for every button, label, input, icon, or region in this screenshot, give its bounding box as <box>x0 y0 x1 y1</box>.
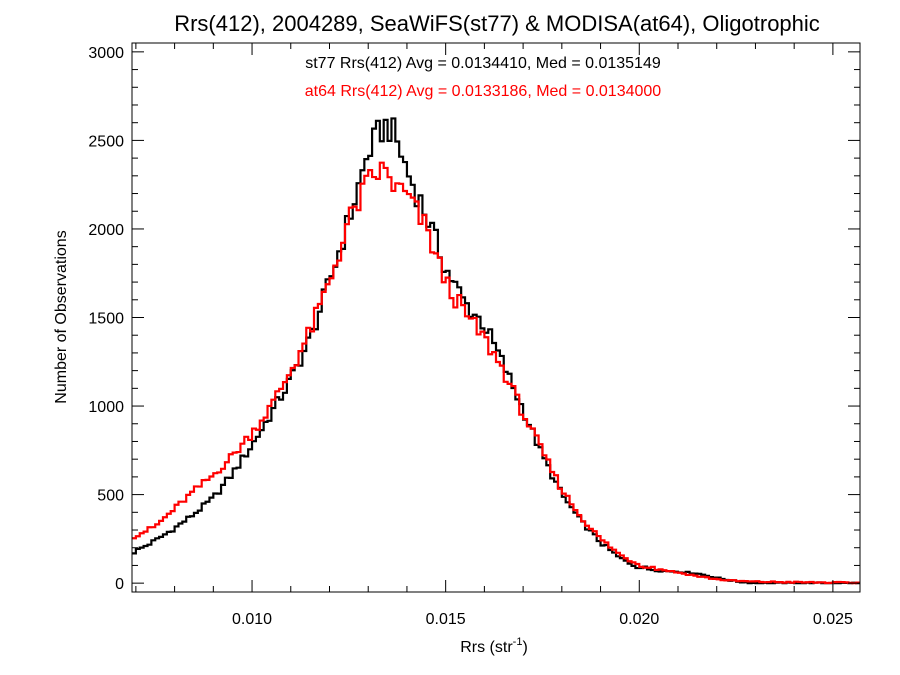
x-tick-label: 0.010 <box>232 611 272 628</box>
x-axis-label: Rrs (str-1) <box>460 636 528 656</box>
x-axis-label-main: Rrs (str <box>460 639 513 656</box>
x-axis-label-superscript: -1 <box>513 636 523 648</box>
histogram-series-line <box>132 161 860 585</box>
x-tick-label: 0.025 <box>813 611 853 628</box>
x-tick-label: 0.015 <box>426 611 466 628</box>
ticks-layer: 0.010 0.015 0.020 0.025 0 500 1000 1500 2000 2500… <box>88 43 860 628</box>
y-tick-label: 3000 <box>88 45 124 62</box>
plot-frame <box>131 42 861 593</box>
annotation-st77: st77 Rrs(412) Avg = 0.0134410, Med = 0.0… <box>305 55 661 72</box>
y-tick-label: 0 <box>115 576 124 593</box>
histogram-series-line <box>132 117 860 585</box>
chart-title: Rrs(412), 2004289, SeaWiFS(st77) & MODIS… <box>174 11 820 36</box>
y-tick-label: 2500 <box>88 133 124 150</box>
y-tick-label: 500 <box>97 488 124 505</box>
y-tick-label: 1500 <box>88 311 124 328</box>
y-axis-label: Number of Observations <box>53 230 70 403</box>
y-tick-label: 1000 <box>88 399 124 416</box>
series-layer <box>132 117 860 585</box>
annotation-at64: at64 Rrs(412) Avg = 0.0133186, Med = 0.0… <box>305 83 662 100</box>
x-tick-label: 0.020 <box>619 611 659 628</box>
x-axis-label-end: ) <box>522 639 527 656</box>
y-tick-label: 2000 <box>88 222 124 239</box>
